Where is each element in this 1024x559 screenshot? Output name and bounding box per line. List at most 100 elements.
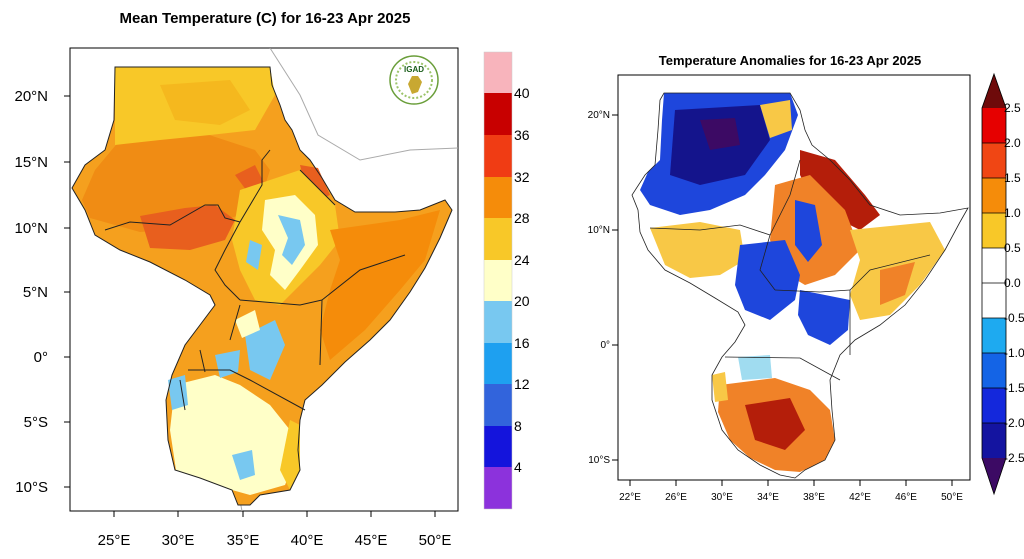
right-lat-label: 10°S — [588, 455, 610, 466]
left-north-patch — [160, 80, 250, 125]
left-lon-label: 25°E — [98, 532, 131, 549]
left-colorbar-label: 40 — [514, 85, 530, 101]
right-lat-axis: 20°N 10°N 0° 10°S — [588, 110, 618, 466]
right-colorbar-label: 1.0 — [1004, 206, 1021, 220]
left-lat-label: 0° — [34, 349, 48, 366]
left-colorbar: 40 36 32 28 24 20 16 12 8 4 — [483, 51, 530, 510]
right-colorbar-label: 2.0 — [1004, 136, 1021, 150]
right-lon-label: 34°E — [757, 492, 779, 503]
left-outside-coastline — [269, 48, 458, 161]
right-lat-label: 20°N — [588, 110, 610, 121]
left-lat-label: 10°N — [14, 220, 48, 237]
right-colorbar-label: 0.0 — [1004, 276, 1021, 290]
left-lat-label: 20°N — [14, 88, 48, 105]
left-colorbar-swatch — [484, 218, 512, 260]
left-colorbar-swatch — [484, 177, 512, 218]
left-very-hot-band — [140, 205, 235, 250]
left-lon-label: 30°E — [162, 532, 195, 549]
right-lon-label: 38°E — [803, 492, 825, 503]
right-lon-label: 26°E — [665, 492, 687, 503]
left-colorbar-label: 4 — [514, 459, 522, 475]
right-west-warm — [712, 372, 728, 402]
left-ethiopia-cool — [278, 215, 305, 265]
left-colorbar-label: 8 — [514, 418, 522, 434]
left-colorbar-label: 32 — [514, 169, 530, 185]
right-lon-label: 30°E — [711, 492, 733, 503]
left-lon-label: 45°E — [355, 532, 388, 549]
left-colorbar-label: 36 — [514, 127, 530, 143]
right-colorbar-swatch — [982, 318, 1006, 353]
left-colorbar-label: 20 — [514, 293, 530, 309]
right-lat-label: 10°N — [588, 225, 610, 236]
right-sudan-coldest — [700, 118, 740, 150]
right-lon-axis: 22°E 26°E 30°E 34°E 38°E 42°E 46°E 50°E — [619, 480, 963, 503]
left-colorbar-label: 12 — [514, 376, 530, 392]
right-map: 20°N 10°N 0° 10°S 22°E 26°E 30°E 34°E 38… — [588, 72, 1024, 503]
right-colorbar-label: -1.5 — [1004, 381, 1024, 395]
left-borders — [71, 66, 453, 506]
right-colorbar-label: -0.5 — [1004, 311, 1024, 325]
right-colorbar-label: -2.5 — [1004, 451, 1024, 465]
right-colorbar-swatch — [982, 178, 1006, 213]
right-colorbar-swatch — [982, 143, 1006, 178]
left-colorbar-swatch — [484, 467, 512, 509]
right-colorbar-top-arrow — [982, 74, 1006, 108]
right-colorbar-swatch — [982, 108, 1006, 143]
left-colorbar-label: 16 — [514, 335, 530, 351]
igad-logo: IGAD — [389, 55, 439, 105]
right-warm-patch-north — [760, 100, 792, 138]
left-ethiopia-cool-2 — [246, 240, 262, 270]
left-colorbar-swatch — [484, 343, 512, 384]
left-lake-cool — [215, 350, 240, 378]
right-lake-light-blue — [738, 355, 772, 380]
left-tanzania-mild — [170, 375, 295, 495]
left-colorbar-swatch — [484, 52, 512, 93]
left-colorbar-swatch — [484, 384, 512, 426]
right-colorbar: 2.5 2.0 1.5 1.0 0.5 0.0 -0.5 -1.0 -1.5 -… — [981, 72, 1024, 496]
left-somalia-hot — [320, 210, 440, 360]
left-kenya-mild — [235, 310, 260, 338]
right-colorbar-swatch — [982, 283, 1006, 318]
left-lat-label: 15°N — [14, 154, 48, 171]
left-map-title: Mean Temperature (C) for 16-23 Apr 2025 — [119, 10, 411, 27]
left-map: IGAD 20°N 15°N 10°N 5°N 0° 5°S 10°S — [14, 47, 530, 549]
left-colorbar-swatch — [484, 135, 512, 177]
left-lon-label: 35°E — [227, 532, 260, 549]
left-south-cool — [232, 450, 255, 480]
right-colorbar-label: -1.0 — [1004, 346, 1024, 360]
left-lat-label: 5°S — [24, 414, 48, 431]
right-ethiopia-cold-streaks — [795, 200, 822, 262]
right-somalia-hot-patch — [880, 262, 915, 305]
left-colorbar-swatch — [484, 93, 512, 135]
left-lon-label: 40°E — [291, 532, 324, 549]
right-kenya-cold — [798, 290, 850, 345]
right-colorbar-swatch — [982, 213, 1006, 248]
left-lon-axis: 25°E 30°E 35°E 40°E 45°E 50°E — [98, 511, 452, 549]
right-lon-label: 22°E — [619, 492, 641, 503]
right-borders — [631, 92, 969, 479]
left-colorbar-label: 28 — [514, 210, 530, 226]
right-colorbar-swatch — [982, 248, 1006, 283]
right-colorbar-swatch — [982, 388, 1006, 423]
left-lon-label: 50°E — [419, 532, 452, 549]
left-coast-warm — [280, 420, 300, 490]
left-lat-label: 5°N — [23, 284, 48, 301]
left-lat-label: 10°S — [15, 479, 48, 496]
right-colorbar-swatch — [982, 353, 1006, 388]
left-lat-axis: 20°N 15°N 10°N 5°N 0° 5°S 10°S — [14, 88, 70, 496]
left-west-cool — [168, 375, 188, 410]
right-colorbar-swatch — [982, 423, 1006, 458]
right-lon-label: 46°E — [895, 492, 917, 503]
right-map-title: Temperature Anomalies for 16-23 Apr 2025 — [658, 53, 922, 68]
left-colorbar-label: 24 — [514, 252, 530, 268]
right-colorbar-label: 0.5 — [1004, 241, 1021, 255]
igad-logo-text: IGAD — [404, 65, 424, 74]
left-colorbar-swatch — [484, 426, 512, 467]
left-sudan-hot — [82, 132, 270, 232]
left-colorbar-swatch — [484, 260, 512, 301]
left-eritrea-hot — [300, 165, 330, 200]
right-sudan-south-warm — [650, 222, 745, 278]
left-kenya-cool — [245, 320, 285, 380]
right-lon-label: 42°E — [849, 492, 871, 503]
